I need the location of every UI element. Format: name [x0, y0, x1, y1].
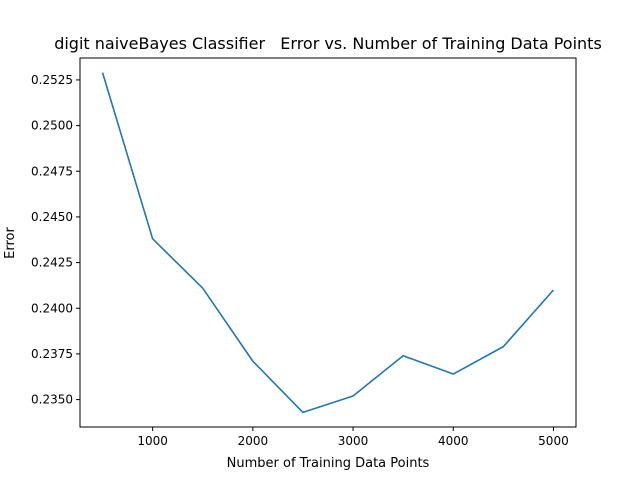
chart-title: digit naiveBayes Classifier Error vs. Nu… — [54, 34, 602, 53]
x-axis-label: Number of Training Data Points — [227, 456, 430, 471]
y-axis-ticks: 0.2350 0.2375 0.2400 0.2425 0.2450 0.2475 0.25… — [31, 73, 80, 407]
series-line — [101, 72, 555, 414]
x-axis-ticks: 1000 2000 3000 4000 5000 — [137, 427, 569, 448]
axes-frame — [79, 57, 577, 428]
x-tick-label: 3000 — [338, 434, 369, 448]
y-tick-label: 0.2450 — [31, 210, 73, 224]
x-tick-label: 2000 — [238, 434, 269, 448]
x-tick-label: 4000 — [438, 434, 469, 448]
y-tick-label: 0.2400 — [31, 301, 73, 315]
x-tick-label: 1000 — [137, 434, 168, 448]
y-axis-label: Error — [3, 227, 18, 259]
y-tick-label: 0.2375 — [31, 347, 73, 361]
y-tick-label: 0.2525 — [31, 73, 73, 87]
y-tick-label: 0.2350 — [31, 393, 73, 407]
y-tick-label: 0.2425 — [31, 256, 73, 270]
plot-layer — [101, 72, 555, 414]
x-tick-label: 5000 — [538, 434, 569, 448]
y-tick-label: 0.2475 — [31, 164, 73, 178]
y-tick-label: 0.2500 — [31, 119, 73, 133]
